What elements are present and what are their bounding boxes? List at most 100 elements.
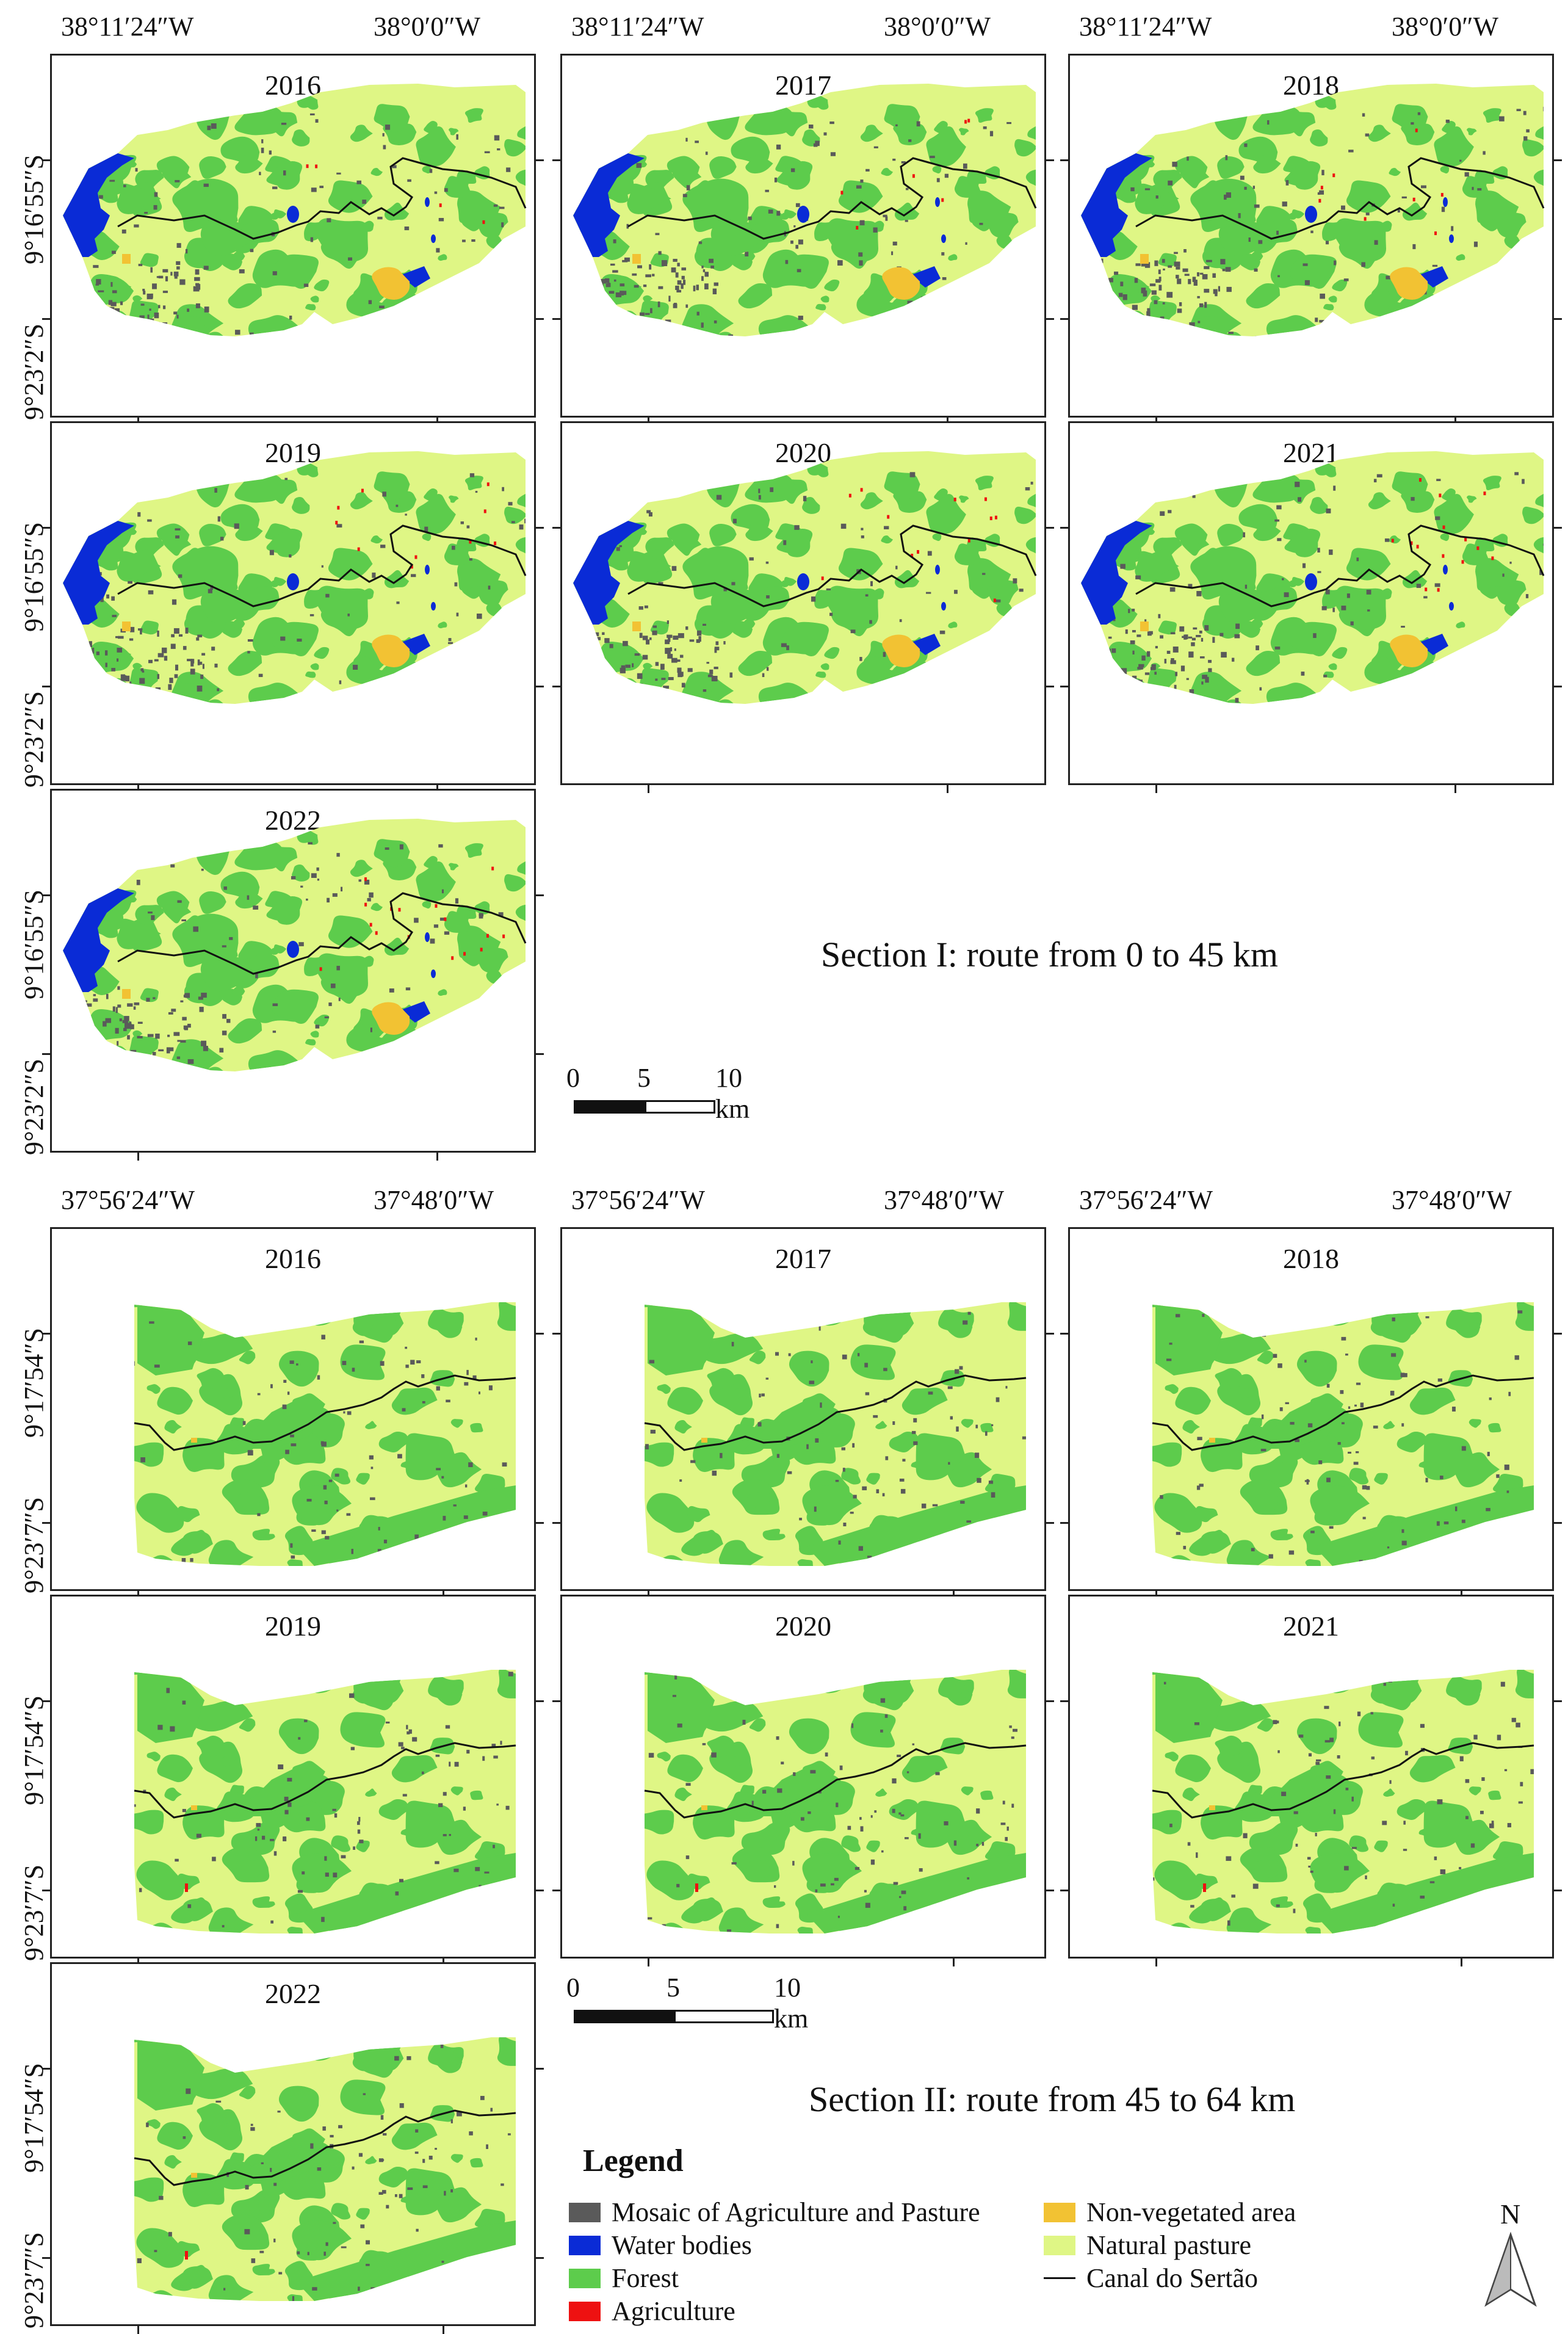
- forest-area: [1253, 1761, 1345, 1816]
- tick-mark: [1552, 159, 1562, 161]
- tick-mark: [552, 1700, 562, 1702]
- scale-label: 10 km: [774, 1973, 809, 2034]
- latitude-label: 9°23′7″S: [19, 2231, 49, 2329]
- tick-mark: [947, 416, 948, 426]
- section1-map-panel-2020: 2020: [552, 421, 1054, 793]
- tick-mark: [552, 159, 562, 161]
- land-use-map: [134, 2037, 516, 2301]
- canal-line: [117, 524, 527, 607]
- latitude-label: 9°17′54″S: [19, 2062, 49, 2173]
- tick-mark: [1552, 527, 1562, 529]
- tick-mark: [1552, 1700, 1562, 1702]
- tick-mark: [1461, 1589, 1462, 1599]
- map-year-label: 2022: [265, 1978, 321, 2009]
- canal-line: [134, 2109, 516, 2186]
- tick-mark: [436, 783, 438, 793]
- canal-line: [117, 157, 527, 240]
- tick-mark: [1552, 686, 1562, 687]
- canal-line: [627, 157, 1037, 240]
- non-vegetated-area: [882, 267, 920, 300]
- tick-mark: [42, 2257, 52, 2259]
- latitude-label: 9°23′2″S: [19, 1058, 49, 1155]
- non-vegetated-area: [882, 634, 920, 668]
- longitude-label: 38°11′24″W: [61, 12, 194, 42]
- north-label: N: [1500, 2198, 1521, 2230]
- tick-mark: [648, 1957, 649, 1966]
- tick-mark: [42, 1890, 52, 1891]
- tick-mark: [648, 783, 649, 793]
- legend-label: Water bodies: [612, 2230, 752, 2260]
- longitude-label: 38°11′24″W: [571, 12, 704, 42]
- tick-mark: [1044, 1522, 1054, 1524]
- forest-area: [745, 1761, 837, 1816]
- legend-label: Canal do Sertão: [1086, 2263, 1259, 2293]
- section2-map-panel-2020: 2020: [552, 1595, 1054, 1966]
- legend-title: Legend: [583, 2144, 684, 2178]
- tick-mark: [534, 159, 544, 161]
- land-use-map: [1152, 1302, 1534, 1566]
- tick-mark: [1461, 1957, 1462, 1966]
- tick-mark: [1060, 527, 1070, 529]
- swatch-nonveg: [1044, 2202, 1075, 2222]
- longitude-label: 37°48′0″W: [374, 1185, 494, 1215]
- section1-map-panel-2018: 2018: [1060, 54, 1562, 426]
- tick-mark: [1155, 416, 1157, 426]
- tick-mark: [1060, 1890, 1070, 1891]
- map-year-label: 2017: [775, 1243, 831, 1274]
- scale-label: 10 km: [715, 1063, 750, 1124]
- canal-line: [134, 1374, 516, 1451]
- tick-mark: [1060, 318, 1070, 320]
- scale-label: 5: [637, 1063, 651, 1093]
- canal-line: [627, 524, 1037, 607]
- latitude-label: 9°17′54″S: [19, 1327, 49, 1438]
- tick-mark: [42, 159, 52, 161]
- tick-mark: [1044, 527, 1054, 529]
- scale-black-segment: [576, 1102, 646, 1112]
- legend-item: Agriculture: [569, 2296, 735, 2327]
- latitude-label: 9°17′54″S: [19, 1695, 49, 1805]
- tick-mark: [534, 527, 544, 529]
- section2-map-panel-2021: 2021: [1060, 1595, 1562, 1966]
- map-year-label: 2018: [1283, 1243, 1339, 1274]
- line-canal: [1044, 2277, 1075, 2279]
- tick-mark: [552, 1890, 562, 1891]
- longitude-label: 37°56′24″W: [61, 1185, 195, 1215]
- longitude-label: 37°48′0″W: [884, 1185, 1005, 1215]
- section1-map-panel-2021: 2021: [1060, 421, 1562, 793]
- tick-mark: [1155, 1589, 1157, 1599]
- tick-mark: [1060, 1333, 1070, 1335]
- latitude-label: 9°23′2″S: [19, 690, 49, 788]
- canal-line: [644, 1742, 1027, 1819]
- non-vegetated-area: [372, 634, 410, 668]
- tick-mark: [552, 1522, 562, 1524]
- forest-area: [1253, 1394, 1345, 1449]
- tick-mark: [953, 1957, 955, 1966]
- tick-mark: [552, 527, 562, 529]
- tick-mark: [137, 1957, 139, 1966]
- tick-mark: [648, 1589, 649, 1599]
- longitude-label: 37°56′24″W: [571, 1185, 706, 1215]
- water-body: [1081, 521, 1152, 625]
- water-body: [573, 153, 645, 257]
- longitude-label: 38°0′0″W: [374, 12, 481, 42]
- section2-map-panel-2022: 2022: [42, 1962, 544, 2334]
- tick-mark: [436, 1151, 438, 1161]
- section-2-title: Section II: route from 45 to 64 km: [809, 2079, 1296, 2119]
- tick-mark: [1044, 686, 1054, 687]
- tick-mark: [42, 894, 52, 896]
- forest-area: [235, 1761, 327, 1816]
- tick-mark: [42, 1700, 52, 1702]
- tick-mark: [137, 1151, 139, 1161]
- map-year-label: 2021: [1283, 1611, 1339, 1642]
- tick-mark: [648, 416, 649, 426]
- canal-line: [117, 892, 527, 975]
- tick-mark: [1060, 1700, 1070, 1702]
- water-body: [573, 521, 645, 625]
- longitude-label: 38°0′0″W: [1392, 12, 1499, 42]
- land-use-map: [1152, 1670, 1534, 1934]
- land-use-map: [1081, 84, 1545, 336]
- tick-mark: [1454, 783, 1456, 793]
- scale-graphic: [574, 2010, 774, 2023]
- tick-mark: [552, 1333, 562, 1335]
- tick-mark: [1060, 1522, 1070, 1524]
